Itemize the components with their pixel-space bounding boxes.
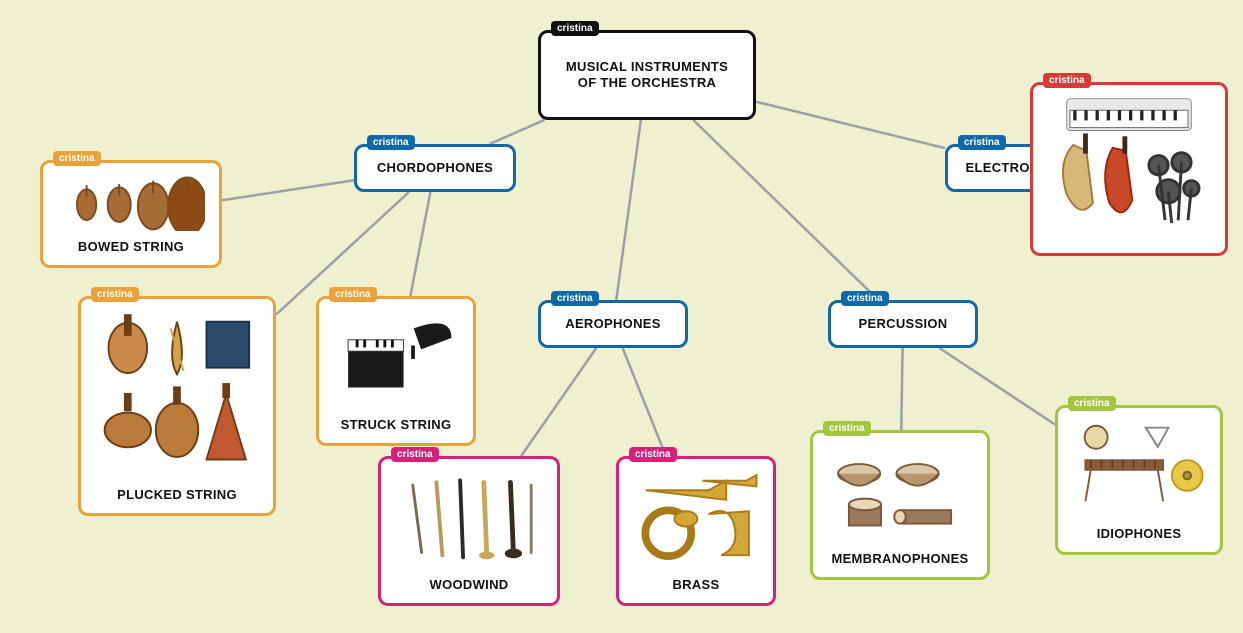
- node-brass[interactable]: cristina BRASS: [616, 456, 776, 606]
- membrano-icon: [827, 443, 973, 543]
- node-label: BOWED STRING: [78, 239, 184, 255]
- node-label: MUSICAL INSTRUMENTS OF THE ORCHESTRA: [566, 59, 728, 92]
- node-struck[interactable]: cristina STRUCK STRING: [316, 296, 476, 446]
- woodwind-icon: [395, 469, 543, 569]
- node-tag: cristina: [823, 421, 871, 436]
- bowed-icon: [57, 173, 205, 231]
- node-tag: cristina: [551, 291, 599, 306]
- node-label: AEROPHONES: [565, 316, 660, 332]
- node-tag: cristina: [53, 151, 101, 166]
- node-tag: cristina: [841, 291, 889, 306]
- node-label: STRUCK STRING: [341, 417, 452, 433]
- node-tag: cristina: [1068, 396, 1116, 411]
- node-tag: cristina: [329, 287, 377, 302]
- node-percussion[interactable]: cristinaPERCUSSION: [828, 300, 978, 348]
- node-tag: cristina: [1043, 73, 1091, 88]
- node-tag: cristina: [551, 21, 599, 36]
- node-label: BRASS: [672, 577, 719, 593]
- brass-icon: [633, 469, 759, 569]
- node-label: PLUCKED STRING: [117, 487, 237, 503]
- node-label: WOODWIND: [430, 577, 509, 593]
- node-root[interactable]: cristinaMUSICAL INSTRUMENTS OF THE ORCHE…: [538, 30, 756, 120]
- node-label: CHORDOPHONES: [377, 160, 493, 176]
- node-chordophones[interactable]: cristinaCHORDOPHONES: [354, 144, 516, 192]
- node-membranophones[interactable]: cristina MEMBRANOPHONES: [810, 430, 990, 580]
- struck-icon: [333, 309, 459, 409]
- node-tag: cristina: [91, 287, 139, 302]
- electro-icon: [1047, 90, 1211, 235]
- node-aerophones[interactable]: cristinaAEROPHONES: [538, 300, 688, 348]
- idio-icon: [1072, 418, 1206, 518]
- node-tag: cristina: [367, 135, 415, 150]
- node-label: MEMBRANOPHONES: [831, 551, 968, 567]
- node-tag: cristina: [391, 447, 439, 462]
- node-label: IDIOPHONES: [1097, 526, 1182, 542]
- node-plucked[interactable]: cristina PLUCKED STRING: [78, 296, 276, 516]
- node-label: PERCUSSION: [859, 316, 948, 332]
- node-idiophones[interactable]: cristina IDIOPHONES: [1055, 405, 1223, 555]
- node-bowed[interactable]: cristina BOWED STRING: [40, 160, 222, 268]
- node-tag: cristina: [629, 447, 677, 462]
- plucked-icon: [95, 309, 259, 479]
- node-woodwind[interactable]: cristina WOODWIND: [378, 456, 560, 606]
- node-tag: cristina: [958, 135, 1006, 150]
- node-electro_img[interactable]: cristina: [1030, 82, 1228, 256]
